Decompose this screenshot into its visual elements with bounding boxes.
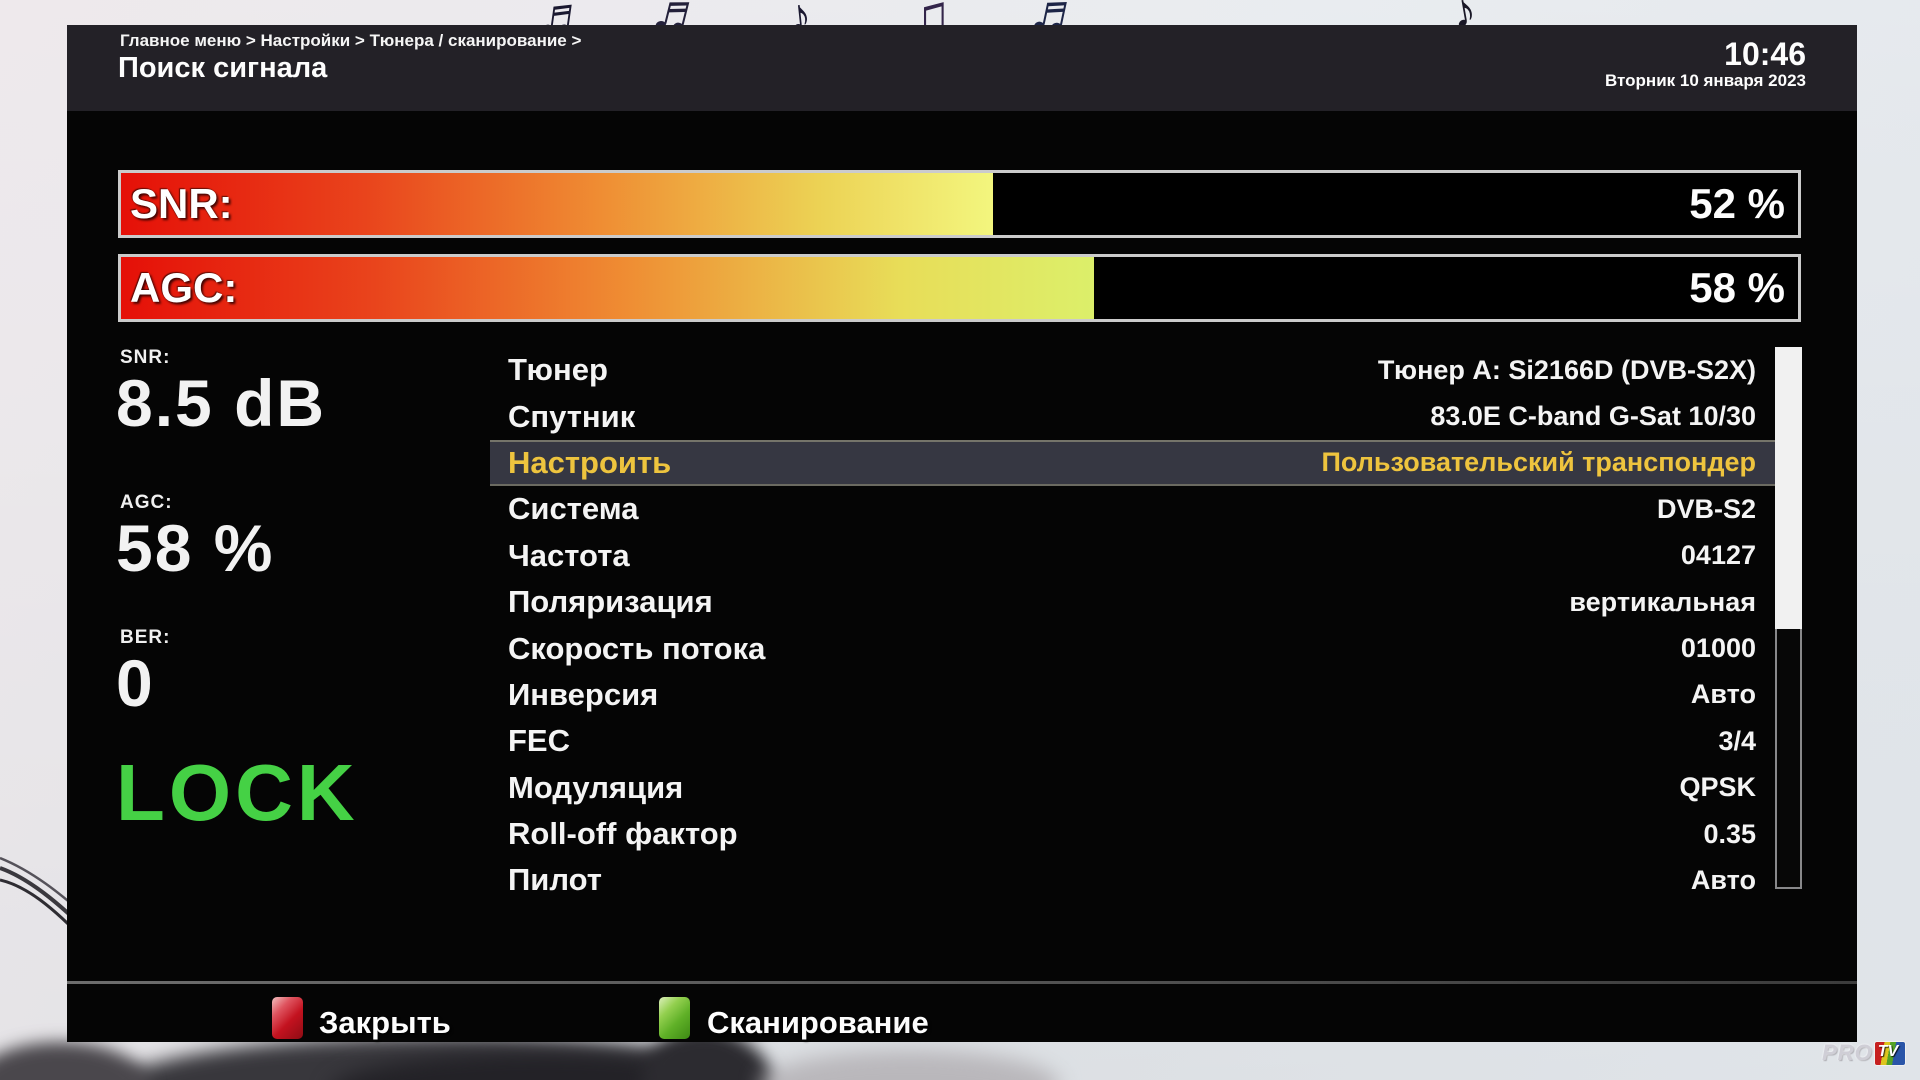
menu-row[interactable]: Тюнер Тюнер A: Si2166D (DVB-S2X) bbox=[490, 347, 1790, 393]
time-display: 10:46 bbox=[1724, 36, 1806, 72]
menu-row-label: Поляризация bbox=[508, 584, 713, 620]
date-display: Вторник 10 января 2023 bbox=[1605, 71, 1806, 90]
menu-row[interactable]: FEC 3/4 bbox=[490, 718, 1790, 764]
menu-row-label: Roll-off фактор bbox=[508, 816, 738, 852]
menu-row[interactable]: Модуляция QPSK bbox=[490, 765, 1790, 811]
menu-row-label: Скорость потока bbox=[508, 630, 766, 666]
header-bar: Главное меню > Настройки > Тюнера / скан… bbox=[67, 25, 1857, 111]
menu-row-label: Пилот bbox=[508, 862, 602, 898]
menu-row[interactable]: Инверсия Авто bbox=[490, 672, 1790, 718]
red-key-icon[interactable] bbox=[272, 997, 303, 1039]
breadcrumb: Главное меню > Настройки > Тюнера / скан… bbox=[120, 31, 582, 50]
agc-stat-label: AGC: bbox=[120, 492, 173, 513]
snr-stat-label: SNR: bbox=[120, 347, 171, 368]
page-title: Поиск сигнала bbox=[118, 52, 328, 84]
signal-search-panel: Главное меню > Настройки > Тюнера / скан… bbox=[67, 25, 1857, 1042]
snr-stat-value: 8.5 dB bbox=[116, 366, 327, 440]
menu-row-value: 04127 bbox=[1680, 540, 1756, 571]
protv-logo: PRO TV bbox=[1822, 1040, 1906, 1066]
menu-row-value: Тюнер A: Si2166D (DVB-S2X) bbox=[1377, 354, 1756, 385]
snr-bar-value: 52 % bbox=[1689, 180, 1785, 227]
menu-row-value: 0.35 bbox=[1703, 818, 1756, 849]
menu-row-value: Пользовательский транспондер bbox=[1321, 447, 1756, 478]
menu-row[interactable]: Частота 04127 bbox=[490, 533, 1790, 579]
agc-bar-label: AGC: bbox=[130, 264, 238, 311]
menu-row-value: 01000 bbox=[1680, 633, 1756, 664]
menu-row-value: QPSK bbox=[1679, 772, 1756, 803]
menu-row-value: Авто bbox=[1690, 864, 1756, 895]
footer-divider bbox=[67, 981, 1857, 984]
menu-row-label: Тюнер bbox=[508, 352, 608, 388]
menu-row[interactable]: Настроить Пользовательский транспондер bbox=[490, 439, 1790, 487]
scrollbar[interactable] bbox=[1775, 347, 1802, 889]
protv-tv-icon: TV bbox=[1873, 1040, 1906, 1066]
agc-progress-bar: AGC: 58 % bbox=[118, 254, 1801, 322]
headphones-photo bbox=[760, 1050, 1060, 1080]
scrollbar-thumb[interactable] bbox=[1775, 347, 1802, 630]
menu-row[interactable]: Поляризация вертикальная bbox=[490, 579, 1790, 625]
agc-bar-fill bbox=[121, 257, 1094, 319]
agc-bar-value: 58 % bbox=[1689, 264, 1785, 311]
menu-row-value: Авто bbox=[1690, 679, 1756, 710]
clock: 10:46 Вторник 10 января 2023 bbox=[1605, 37, 1806, 90]
menu-row-value: вертикальная bbox=[1569, 586, 1756, 617]
menu-row-label: Спутник bbox=[508, 398, 636, 434]
agc-stat-value: 58 % bbox=[116, 511, 275, 585]
snr-progress-bar: SNR: 52 % bbox=[118, 170, 1801, 238]
menu-row-label: FEC bbox=[508, 723, 570, 759]
menu-row-label: Инверсия bbox=[508, 676, 659, 712]
protv-logo-text: PRO bbox=[1822, 1040, 1873, 1065]
menu-row-label: Частота bbox=[508, 537, 630, 573]
ber-stat-label: BER: bbox=[120, 627, 171, 648]
menu-row[interactable]: Пилот Авто bbox=[490, 857, 1790, 903]
snr-bar-fill bbox=[121, 173, 994, 235]
menu-row-label: Настроить bbox=[508, 444, 672, 480]
close-button[interactable]: Закрыть bbox=[319, 1005, 451, 1040]
tuner-settings-menu: Тюнер Тюнер A: Si2166D (DVB-S2X) Спутник… bbox=[490, 347, 1790, 904]
menu-row[interactable]: Roll-off фактор 0.35 bbox=[490, 811, 1790, 857]
menu-row-value: DVB-S2 bbox=[1656, 493, 1756, 524]
snr-bar-label: SNR: bbox=[130, 180, 233, 227]
green-key-icon[interactable] bbox=[659, 997, 690, 1039]
menu-row[interactable]: Скорость потока 01000 bbox=[490, 625, 1790, 671]
menu-row[interactable]: Спутник 83.0E C-band G-Sat 10/30 bbox=[490, 393, 1790, 439]
scan-button[interactable]: Сканирование bbox=[707, 1005, 929, 1040]
menu-row-label: Модуляция bbox=[508, 769, 684, 805]
menu-row[interactable]: Система DVB-S2 bbox=[490, 486, 1790, 532]
lock-status-badge: LOCK bbox=[116, 748, 359, 837]
menu-row-value: 83.0E C-band G-Sat 10/30 bbox=[1430, 401, 1756, 432]
headphones-photo bbox=[0, 1042, 150, 1080]
ber-stat-value: 0 bbox=[116, 646, 155, 720]
menu-row-label: Система bbox=[508, 491, 639, 527]
menu-row-value: 3/4 bbox=[1718, 725, 1756, 756]
